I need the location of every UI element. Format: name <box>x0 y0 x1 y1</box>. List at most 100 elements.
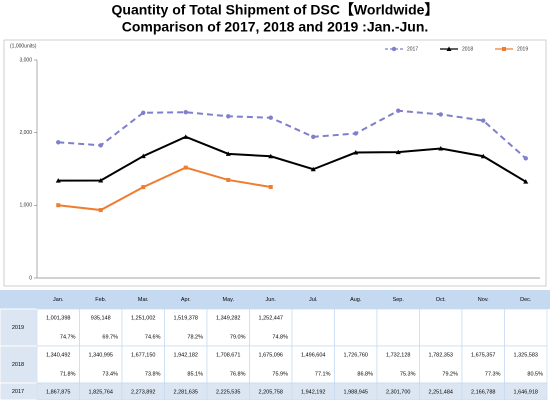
table-ratio: 69.7% <box>102 334 118 340</box>
table-row-label: 2018 <box>12 362 24 368</box>
series-line <box>58 109 527 160</box>
table-cell <box>504 308 548 347</box>
marker <box>56 140 61 145</box>
table-cell <box>291 308 335 347</box>
table-value: 1,782,353 <box>429 352 453 358</box>
table-ratio: 85.1% <box>187 371 203 377</box>
table-ratio: 73.8% <box>145 371 161 377</box>
table-cell <box>334 345 378 384</box>
table-cell <box>249 308 293 347</box>
table-cell <box>121 308 165 347</box>
table-value: 1,677,150 <box>131 352 155 358</box>
marker <box>56 203 61 208</box>
marker <box>438 145 444 151</box>
table-value: 1,646,918 <box>514 389 538 395</box>
table-value: 1,325,583 <box>514 352 538 358</box>
marker <box>481 118 486 123</box>
table-value: 1,675,357 <box>471 352 495 358</box>
marker <box>353 131 358 136</box>
marker <box>183 165 188 170</box>
y-axis-label: (1,000units) <box>10 43 37 49</box>
marker <box>141 110 146 115</box>
table-value: 1,988,945 <box>344 389 368 395</box>
marker <box>183 110 188 115</box>
marker <box>446 46 452 51</box>
table-value: 1,340,492 <box>46 352 70 358</box>
series-line <box>58 135 527 183</box>
table-header: Sep. <box>393 297 405 303</box>
chart-title: Quantity of Total Shipment of DSC【Worldw… <box>112 2 439 18</box>
table-header: Dec. <box>520 297 532 303</box>
table-ratio: 73.4% <box>102 371 118 377</box>
table-value: 935,148 <box>91 315 111 321</box>
table-header-bg <box>0 290 550 309</box>
series-line <box>58 166 271 212</box>
marker <box>183 134 189 139</box>
table-cell <box>79 308 123 347</box>
marker <box>268 115 273 120</box>
table-cell <box>419 308 463 347</box>
marker <box>268 153 274 159</box>
table-ratio: 74.8% <box>272 334 288 340</box>
plot-frame <box>3 39 547 287</box>
legend-label: 2018 <box>462 46 473 52</box>
table-ratio: 79.2% <box>442 371 458 377</box>
table-cell <box>206 345 250 384</box>
marker <box>268 184 273 189</box>
table-value: 2,251,484 <box>429 389 453 395</box>
y-tick-label: 3,000 <box>19 57 32 63</box>
table-ratio: 79.0% <box>230 334 246 340</box>
legend-label: 2017 <box>407 46 418 52</box>
marker <box>98 143 103 148</box>
table-cell <box>36 345 80 384</box>
marker <box>225 151 231 156</box>
marker <box>310 166 316 172</box>
table-ratio: 74.7% <box>60 334 76 340</box>
table-value: 2,281,635 <box>174 389 198 395</box>
marker <box>502 47 506 51</box>
table-header: Feb. <box>95 297 106 303</box>
table-cell <box>164 345 208 384</box>
marker <box>391 46 397 52</box>
marker <box>353 150 359 155</box>
table-cell <box>291 345 335 384</box>
table-ratio: 76.8% <box>230 371 246 377</box>
table-value: 2,166,788 <box>471 389 495 395</box>
table-value: 1,732,128 <box>386 352 410 358</box>
table-value: 1,496,604 <box>301 352 325 358</box>
y-tick-label: 1,000 <box>19 203 32 209</box>
table-ratio: 74.6% <box>145 334 161 340</box>
table-cell <box>334 308 378 347</box>
marker <box>140 153 146 159</box>
table-cell <box>461 308 505 347</box>
marker <box>98 178 104 183</box>
table-cell <box>504 382 548 400</box>
table-value: 1,340,995 <box>89 352 113 358</box>
table-value: 2,273,892 <box>131 389 155 395</box>
marker <box>396 108 401 113</box>
table-value: 2,205,758 <box>259 389 283 395</box>
table-value: 1,675,096 <box>259 352 283 358</box>
marker <box>226 177 231 182</box>
table-cell <box>376 308 420 347</box>
table-header: Jan. <box>53 297 64 303</box>
chart-subtitle: Comparison of 2017, 2018 and 2019 :Jan.-… <box>122 19 429 35</box>
table-header: Aug. <box>350 297 362 303</box>
table-value: 1,519,378 <box>174 315 198 321</box>
table-label-cell <box>0 308 38 347</box>
table-value: 1,942,182 <box>174 352 198 358</box>
table-value: 1,825,764 <box>89 389 113 395</box>
table-ratio: 86.8% <box>357 371 373 377</box>
table-header: Apr. <box>181 297 191 303</box>
table-value: 1,867,875 <box>46 389 70 395</box>
table-ratio: 71.8% <box>60 371 76 377</box>
marker <box>311 134 316 140</box>
table-value: 1,708,671 <box>216 352 240 358</box>
table-cell <box>206 308 250 347</box>
marker <box>98 208 103 213</box>
table-ratio: 77.1% <box>315 371 331 377</box>
table-header: Mar. <box>138 297 149 303</box>
table-ratio: 75.9% <box>272 371 288 377</box>
table-header: Jul. <box>309 297 318 303</box>
table-header: Nov. <box>478 297 489 303</box>
